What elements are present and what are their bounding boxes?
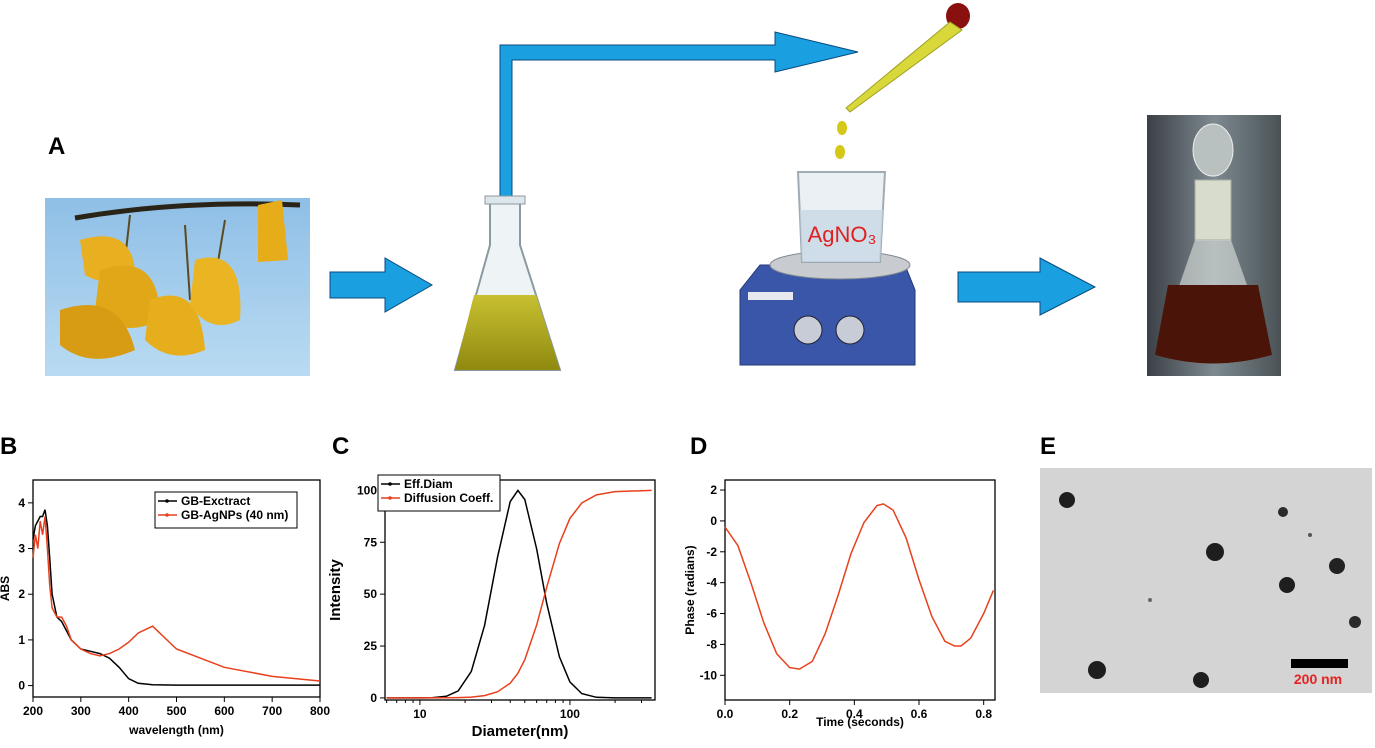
y-axis-label: ABS [0, 576, 12, 601]
x-tick-label: 10 [413, 707, 427, 721]
pipette [835, 3, 970, 159]
legend-marker [388, 482, 392, 486]
bottle-photo [1147, 115, 1281, 376]
data-line [32, 509, 320, 686]
x-tick-label: 700 [262, 704, 282, 718]
y-tick-label: -4 [706, 576, 717, 590]
y-tick-label: 1 [18, 633, 25, 647]
micrograph: 200 nm [1040, 468, 1372, 693]
data-line [386, 489, 652, 699]
flask [453, 195, 562, 371]
x-tick-label: 0.4 [846, 707, 863, 721]
x-axis-label: Diameter(nm) [472, 723, 569, 740]
y-axis-label: Intensity [327, 559, 344, 621]
x-tick-label: 200 [23, 704, 43, 718]
data-line [32, 516, 321, 682]
chart: 10 100 0 25 50 75 100 Diameter(nm) Intensity Eff.… [327, 474, 656, 740]
y-tick-label: -10 [700, 668, 718, 682]
y-axis-label: Phase (radians) [683, 545, 697, 634]
scale-bar-label: 200 nm [1294, 671, 1342, 687]
process-arrows [329, 31, 1097, 316]
x-tick-label: 0.2 [781, 707, 798, 721]
plot-frame [384, 479, 656, 701]
y-tick-label: -8 [706, 637, 717, 651]
chart: 200 300 400 500 600 700 800 0 1 2 3 4 wavelength (nm… [0, 479, 330, 737]
y-tick-label: 0 [710, 514, 717, 528]
x-tick-label: 800 [310, 704, 330, 718]
x-tick-label: 0.8 [975, 707, 992, 721]
leaf-photo [45, 198, 310, 376]
y-tick-label: 75 [364, 535, 378, 549]
scale-bar [1291, 659, 1348, 668]
stirrer-and-beaker: AgNO₃ [739, 171, 916, 366]
y-tick-label: 100 [357, 483, 377, 497]
x-tick-label: 400 [119, 704, 139, 718]
y-tick-label: 0 [370, 691, 377, 705]
legend-marker [165, 499, 169, 503]
x-tick-label: 300 [71, 704, 91, 718]
y-tick-label: 50 [364, 587, 378, 601]
legend-label: Diffusion Coeff. [404, 491, 493, 505]
legend-label: Eff.Diam [404, 477, 453, 491]
panel-label: B [0, 433, 17, 460]
panel-label: E [1040, 433, 1056, 460]
y-tick-label: 2 [710, 483, 717, 497]
legend-label: GB-Exctract [181, 494, 250, 508]
chart: 0.0 0.2 0.4 0.6 0.8 2 0 -2 -4 -6 -8 -10 Time (second… [683, 479, 996, 729]
y-tick-label: 2 [18, 587, 25, 601]
legend-label: GB-AgNPs (40 nm) [181, 508, 288, 522]
x-axis-label: Time (seconds) [816, 715, 904, 729]
data-line [386, 489, 652, 699]
legend-marker [165, 513, 169, 517]
x-tick-label: 100 [560, 707, 580, 721]
data-line [724, 503, 995, 670]
y-tick-label: -2 [706, 545, 717, 559]
y-tick-label: 25 [364, 639, 378, 653]
legend-box [377, 474, 501, 512]
panel-label: C [332, 433, 349, 460]
x-axis-label: wavelength (nm) [128, 723, 224, 737]
y-tick-label: 3 [18, 542, 25, 556]
reagent-label: AgNO₃ [808, 222, 877, 247]
legend-box [154, 491, 298, 529]
y-tick-label: 0 [18, 679, 25, 693]
x-tick-label: 500 [166, 704, 186, 718]
x-tick-label: 0.0 [717, 707, 734, 721]
legend-marker [388, 496, 392, 500]
panel-label: D [690, 433, 707, 460]
plot-frame [724, 479, 996, 701]
y-tick-label: 4 [18, 496, 25, 510]
panel-label: A [48, 133, 65, 160]
x-tick-label: 0.6 [911, 707, 928, 721]
x-tick-label: 600 [214, 704, 234, 718]
y-tick-label: -6 [706, 607, 717, 621]
